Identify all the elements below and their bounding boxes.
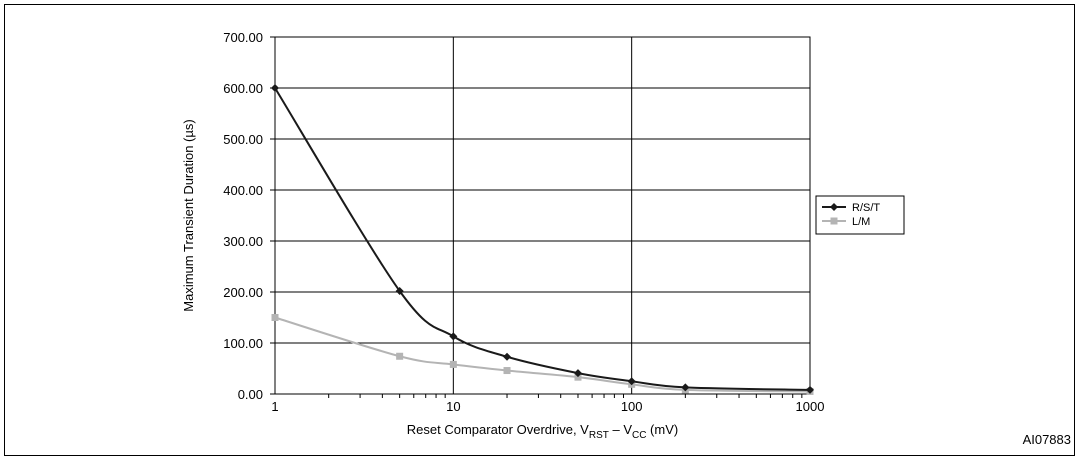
legend-label-l-m: L/M xyxy=(852,216,870,228)
data-point-l-m xyxy=(396,352,404,360)
y-tick-label: 100.00 xyxy=(223,336,263,351)
series-l-m xyxy=(271,314,814,395)
data-point-r-s-t xyxy=(449,332,458,341)
y-tick-label: 300.00 xyxy=(223,234,263,249)
data-point-r-s-t xyxy=(627,377,636,386)
data-point-l-m xyxy=(574,373,582,381)
y-tick-label: 0.00 xyxy=(238,387,263,402)
x-axis-label: Reset Comparator Overdrive, VRST – VCC (… xyxy=(407,422,678,441)
y-tick-label: 700.00 xyxy=(223,30,263,45)
figure-code: AI07883 xyxy=(1023,432,1071,447)
x-tick-label: 100 xyxy=(621,399,643,414)
legend: R/S/T L/M xyxy=(815,195,905,235)
y-axis-ticks: 0.00 100.00 200.00 300.00 400.00 500.00 600.00… xyxy=(223,30,275,402)
x-axis-label-sub2: CC xyxy=(632,430,646,441)
data-point-r-s-t xyxy=(573,369,582,378)
figure-frame xyxy=(4,4,1075,456)
x-axis-ticks: 1 10 100 1000 xyxy=(271,394,824,414)
x-axis-label-sub1: RST xyxy=(589,430,609,441)
x-tick-label: 10 xyxy=(446,399,460,414)
legend-box xyxy=(815,195,905,235)
plot-area xyxy=(274,36,811,395)
series-r-s-t xyxy=(271,84,814,394)
data-point-r-s-t xyxy=(271,84,279,92)
x-axis-label-suffix: (mV) xyxy=(646,422,678,437)
series-line-r-s-t xyxy=(274,87,811,391)
legend-marker-r-s-t xyxy=(830,203,838,211)
data-point-r-s-t xyxy=(503,352,512,361)
y-tick-label: 600.00 xyxy=(223,81,263,96)
series-line-l-m xyxy=(274,316,811,393)
legend-label-r-s-t: R/S/T xyxy=(852,202,880,214)
data-point-l-m xyxy=(503,367,511,375)
data-point-r-s-t xyxy=(681,383,690,392)
series-group xyxy=(271,84,814,395)
data-point-r-s-t xyxy=(395,286,404,295)
y-tick-label: 500.00 xyxy=(223,132,263,147)
data-point-l-m xyxy=(271,314,279,321)
data-point-r-s-t xyxy=(806,385,814,394)
y-tick-label: 400.00 xyxy=(223,183,263,198)
x-axis-label-prefix: Reset Comparator Overdrive, V xyxy=(407,422,589,437)
x-axis-label-mid: – V xyxy=(609,422,632,437)
y-axis-label: Maximum Transient Duration (µs) xyxy=(181,119,196,311)
grid-lines xyxy=(274,36,811,395)
y-tick-label: 200.00 xyxy=(223,285,263,300)
x-tick-label: 1 xyxy=(271,399,278,414)
legend-marker-l-m xyxy=(830,217,838,225)
data-point-l-m xyxy=(449,360,457,368)
x-tick-label: 1000 xyxy=(796,399,825,414)
